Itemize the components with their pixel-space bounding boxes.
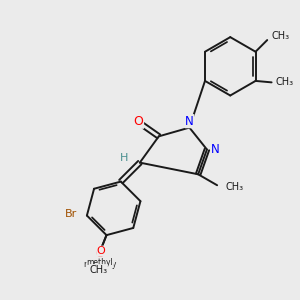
Text: CH₃: CH₃ <box>89 265 107 275</box>
Text: CH₃: CH₃ <box>225 182 243 192</box>
Text: CH₃: CH₃ <box>272 31 290 41</box>
Text: H: H <box>120 153 128 163</box>
Text: Br: Br <box>65 209 77 219</box>
Text: N: N <box>211 143 220 156</box>
Text: O: O <box>97 246 106 256</box>
Text: N: N <box>185 115 194 128</box>
Text: methyl: methyl <box>87 258 113 267</box>
Text: methoxy: methoxy <box>83 260 117 269</box>
Text: CH₃: CH₃ <box>276 77 294 87</box>
Text: O: O <box>96 249 104 259</box>
Text: O: O <box>134 115 143 128</box>
